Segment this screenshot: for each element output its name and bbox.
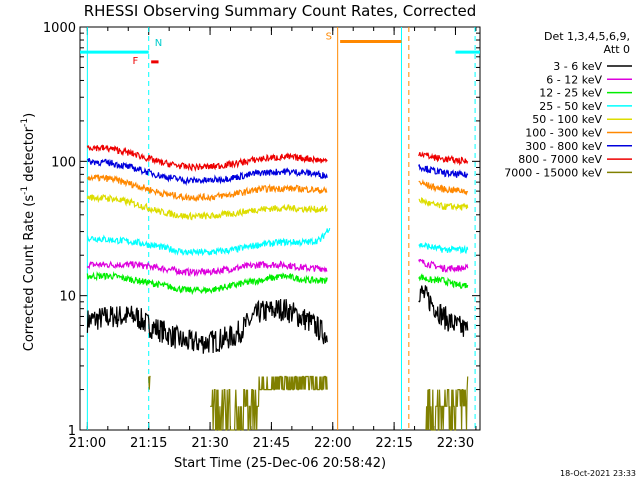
series-line-50-100keV bbox=[86, 194, 469, 221]
x-tick-label: 21:00 bbox=[69, 436, 106, 451]
x-tick-label: 21:15 bbox=[130, 436, 167, 451]
annotation-F: F bbox=[132, 56, 138, 67]
series-line-12-25keV bbox=[86, 270, 469, 296]
series-line-100-300keV bbox=[86, 174, 469, 203]
y-axis-label: Corrected Count Rate (s-1 detector-1) bbox=[20, 113, 37, 351]
series-line-7000-15000keV bbox=[148, 375, 469, 431]
series-line-300-800keV bbox=[86, 158, 469, 187]
y-tick-label: 1000 bbox=[43, 21, 76, 36]
x-tick-label: 22:00 bbox=[314, 436, 351, 451]
footer-date: 18-Oct-2021 23:33 bbox=[560, 469, 636, 478]
x-tick-label: 22:15 bbox=[375, 436, 412, 451]
series-group bbox=[86, 144, 469, 431]
x-axis-label: Start Time (25-Dec-06 20:58:42) bbox=[174, 456, 386, 471]
legend-label: 100 - 300 keV bbox=[525, 127, 602, 140]
legend-label: 50 - 100 keV bbox=[532, 113, 602, 126]
y-tick-label: 10 bbox=[59, 290, 76, 305]
vertical-markers bbox=[86, 27, 476, 430]
x-tick-label: 22:30 bbox=[437, 436, 474, 451]
x-tick-label: 21:30 bbox=[191, 436, 228, 451]
legend-label: 12 - 25 keV bbox=[539, 87, 602, 100]
legend-label: 300 - 800 keV bbox=[525, 140, 602, 153]
state-bars bbox=[80, 39, 480, 64]
series-line-6-12keV bbox=[86, 258, 469, 278]
series-line-800-7000keV bbox=[86, 144, 469, 172]
x-tick-label: 21:45 bbox=[253, 436, 290, 451]
y-tick-label: 1 bbox=[68, 424, 76, 439]
legend-label: 6 - 12 keV bbox=[546, 73, 602, 86]
y-tick-label: 100 bbox=[51, 155, 76, 170]
legend-header: Att 0 bbox=[604, 43, 630, 56]
series-line-25-50keV bbox=[86, 227, 469, 257]
series-line-3-6keV bbox=[86, 285, 469, 354]
legend-label: 800 - 7000 keV bbox=[518, 153, 602, 166]
legend-label: 7000 - 15000 keV bbox=[504, 166, 602, 179]
annotation-N: N bbox=[155, 38, 162, 49]
legend-header: Det 1,3,4,5,6,9, bbox=[544, 30, 630, 43]
annotation-S: S bbox=[326, 31, 332, 42]
chart-title: RHESSI Observing Summary Count Rates, Co… bbox=[84, 2, 477, 20]
plot-frame bbox=[79, 26, 481, 431]
annotations: N F S bbox=[132, 31, 332, 67]
legend-label: 3 - 6 keV bbox=[553, 60, 602, 73]
legend-label: 25 - 50 keV bbox=[539, 100, 602, 113]
